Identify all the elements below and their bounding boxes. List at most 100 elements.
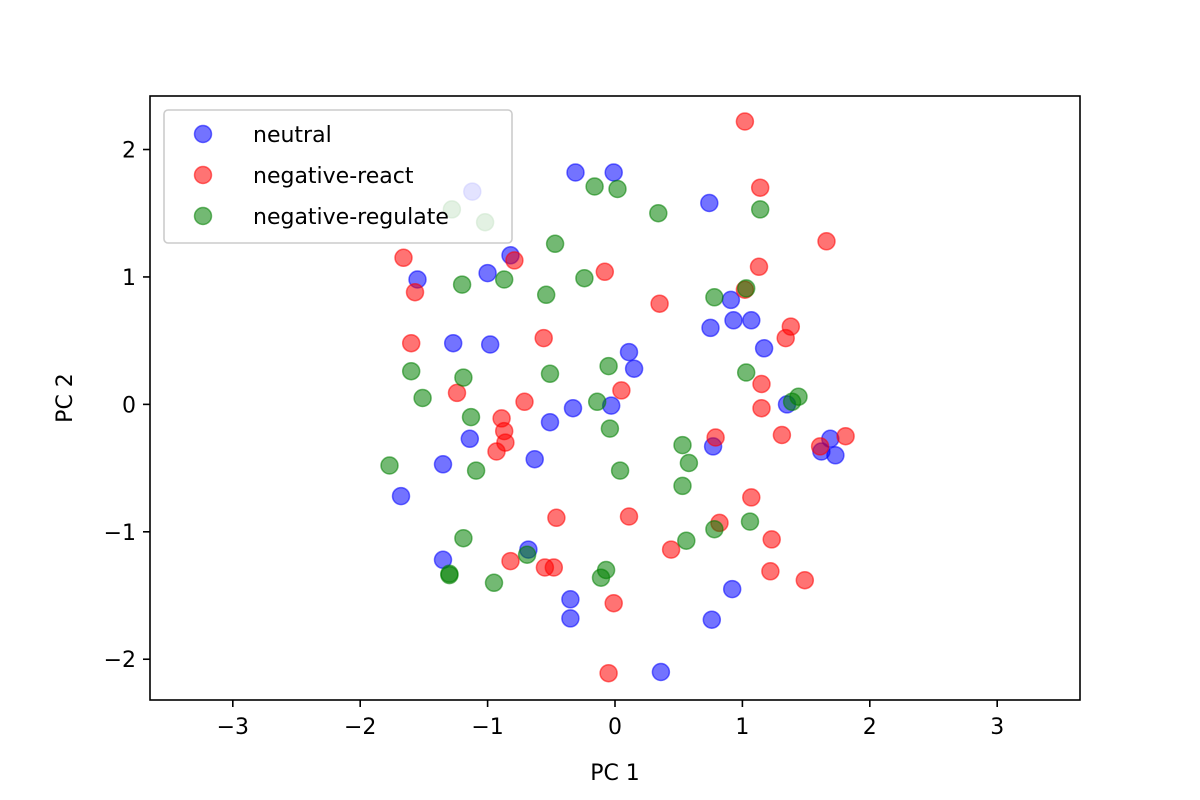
x-tick-label-0: −3 bbox=[217, 715, 249, 740]
point-neutral-14 bbox=[619, 342, 639, 362]
x-axis: −3 −2 −1 0 1 2 3 bbox=[217, 700, 1004, 740]
point-neutral-22 bbox=[525, 449, 544, 469]
point-neutral-34 bbox=[722, 579, 742, 599]
legend-frame bbox=[163, 109, 513, 244]
point-negative-react-37 bbox=[795, 570, 815, 590]
point-negative-regulate-18 bbox=[413, 388, 432, 408]
point-negative-regulate-33 bbox=[677, 531, 696, 550]
point-neutral-20 bbox=[460, 429, 480, 449]
point-negative-react-28 bbox=[547, 508, 566, 528]
point-negative-react-35 bbox=[661, 540, 681, 559]
point-neutral-8 bbox=[701, 318, 720, 338]
point-negative-react-38 bbox=[604, 593, 623, 613]
points-layer bbox=[380, 112, 855, 683]
point-negative-react-25 bbox=[810, 437, 830, 456]
point-negative-regulate-9 bbox=[536, 285, 556, 305]
point-negative-regulate-22 bbox=[789, 387, 808, 406]
point-negative-regulate-10 bbox=[575, 268, 594, 288]
point-negative-react-29 bbox=[619, 507, 639, 526]
legend-marker-negative-react bbox=[193, 165, 213, 185]
point-neutral-13 bbox=[480, 335, 500, 354]
point-negative-react-14 bbox=[752, 374, 771, 394]
point-negative-regulate-12 bbox=[736, 279, 756, 298]
point-negative-regulate-16 bbox=[599, 356, 618, 376]
legend-items: neutral negative-react negative-regulate bbox=[193, 123, 449, 230]
legend-label-neutral: neutral bbox=[253, 123, 332, 148]
y-tick-label-3: 1 bbox=[122, 266, 136, 291]
point-negative-regulate-23 bbox=[600, 419, 620, 438]
y-tick-label-4: 2 bbox=[122, 139, 136, 164]
point-neutral-26 bbox=[826, 446, 845, 465]
point-negative-react-8 bbox=[650, 294, 669, 313]
point-negative-regulate-5 bbox=[750, 200, 770, 219]
y-axis-label: PC 2 bbox=[53, 373, 78, 423]
point-negative-regulate-26 bbox=[466, 461, 486, 480]
point-negative-react-3 bbox=[394, 248, 413, 268]
point-neutral-21 bbox=[433, 455, 453, 474]
y-tick-label-1: −1 bbox=[104, 521, 136, 546]
point-negative-regulate-7 bbox=[452, 275, 472, 294]
point-negative-regulate-20 bbox=[587, 392, 607, 412]
x-tick-label-4: 1 bbox=[735, 715, 749, 740]
point-negative-react-0 bbox=[735, 112, 755, 131]
point-negative-react-22 bbox=[487, 442, 506, 461]
point-negative-regulate-29 bbox=[673, 476, 692, 496]
point-negative-regulate-32 bbox=[740, 512, 760, 531]
y-tick-label-0: −2 bbox=[104, 648, 136, 673]
point-negative-regulate-11 bbox=[705, 288, 724, 307]
x-tick-label-5: 2 bbox=[863, 715, 877, 740]
point-negative-react-23 bbox=[706, 428, 725, 447]
legend: neutral negative-react negative-regulate bbox=[163, 109, 513, 244]
point-neutral-9 bbox=[724, 311, 743, 330]
point-neutral-10 bbox=[742, 311, 761, 330]
x-tick-label-3: 0 bbox=[608, 715, 622, 740]
point-neutral-11 bbox=[754, 339, 774, 358]
point-negative-react-32 bbox=[501, 551, 520, 571]
point-neutral-15 bbox=[624, 359, 644, 378]
legend-marker-negative-regulate bbox=[193, 206, 213, 226]
point-negative-regulate-24 bbox=[673, 435, 692, 455]
point-negative-react-26 bbox=[836, 426, 855, 446]
x-tick-label-1: −2 bbox=[344, 715, 376, 740]
point-negative-regulate-28 bbox=[610, 461, 630, 480]
point-neutral-1 bbox=[566, 163, 585, 182]
x-tick-label-6: 3 bbox=[990, 715, 1004, 740]
point-negative-react-17 bbox=[515, 392, 534, 412]
point-neutral-6 bbox=[478, 263, 497, 283]
point-negative-regulate-8 bbox=[494, 270, 514, 289]
point-negative-regulate-14 bbox=[454, 368, 473, 387]
y-tick-label-2: 0 bbox=[122, 393, 136, 418]
point-negative-react-7 bbox=[749, 257, 769, 277]
x-axis-label: PC 1 bbox=[590, 761, 640, 786]
legend-label-negative-regulate: negative-regulate bbox=[253, 205, 449, 230]
point-neutral-27 bbox=[391, 486, 411, 506]
point-negative-regulate-36 bbox=[440, 565, 459, 585]
point-neutral-33 bbox=[702, 610, 722, 629]
point-negative-regulate-30 bbox=[454, 528, 473, 548]
point-negative-regulate-3 bbox=[608, 179, 627, 199]
point-negative-regulate-31 bbox=[705, 519, 724, 539]
legend-label-negative-react: negative-react bbox=[253, 164, 414, 189]
point-negative-regulate-17 bbox=[736, 363, 756, 382]
x-tick-label-2: −1 bbox=[471, 715, 503, 740]
point-negative-react-36 bbox=[761, 562, 780, 581]
point-negative-react-5 bbox=[405, 282, 425, 302]
point-negative-react-24 bbox=[772, 425, 792, 445]
point-negative-regulate-19 bbox=[461, 407, 481, 427]
point-negative-regulate-39 bbox=[596, 560, 616, 580]
point-negative-regulate-27 bbox=[679, 453, 699, 473]
point-negative-react-13 bbox=[534, 328, 553, 348]
point-negative-react-16 bbox=[447, 383, 467, 403]
point-negative-regulate-4 bbox=[649, 203, 668, 223]
point-negative-react-1 bbox=[750, 178, 770, 197]
point-neutral-3 bbox=[700, 193, 719, 213]
point-negative-react-34 bbox=[544, 558, 564, 577]
point-negative-react-18 bbox=[752, 398, 771, 418]
point-negative-regulate-15 bbox=[540, 364, 560, 384]
point-negative-regulate-2 bbox=[585, 177, 604, 196]
point-neutral-16 bbox=[563, 398, 583, 418]
point-negative-react-15 bbox=[612, 381, 631, 400]
point-neutral-19 bbox=[540, 412, 560, 432]
point-negative-react-4 bbox=[505, 251, 524, 270]
